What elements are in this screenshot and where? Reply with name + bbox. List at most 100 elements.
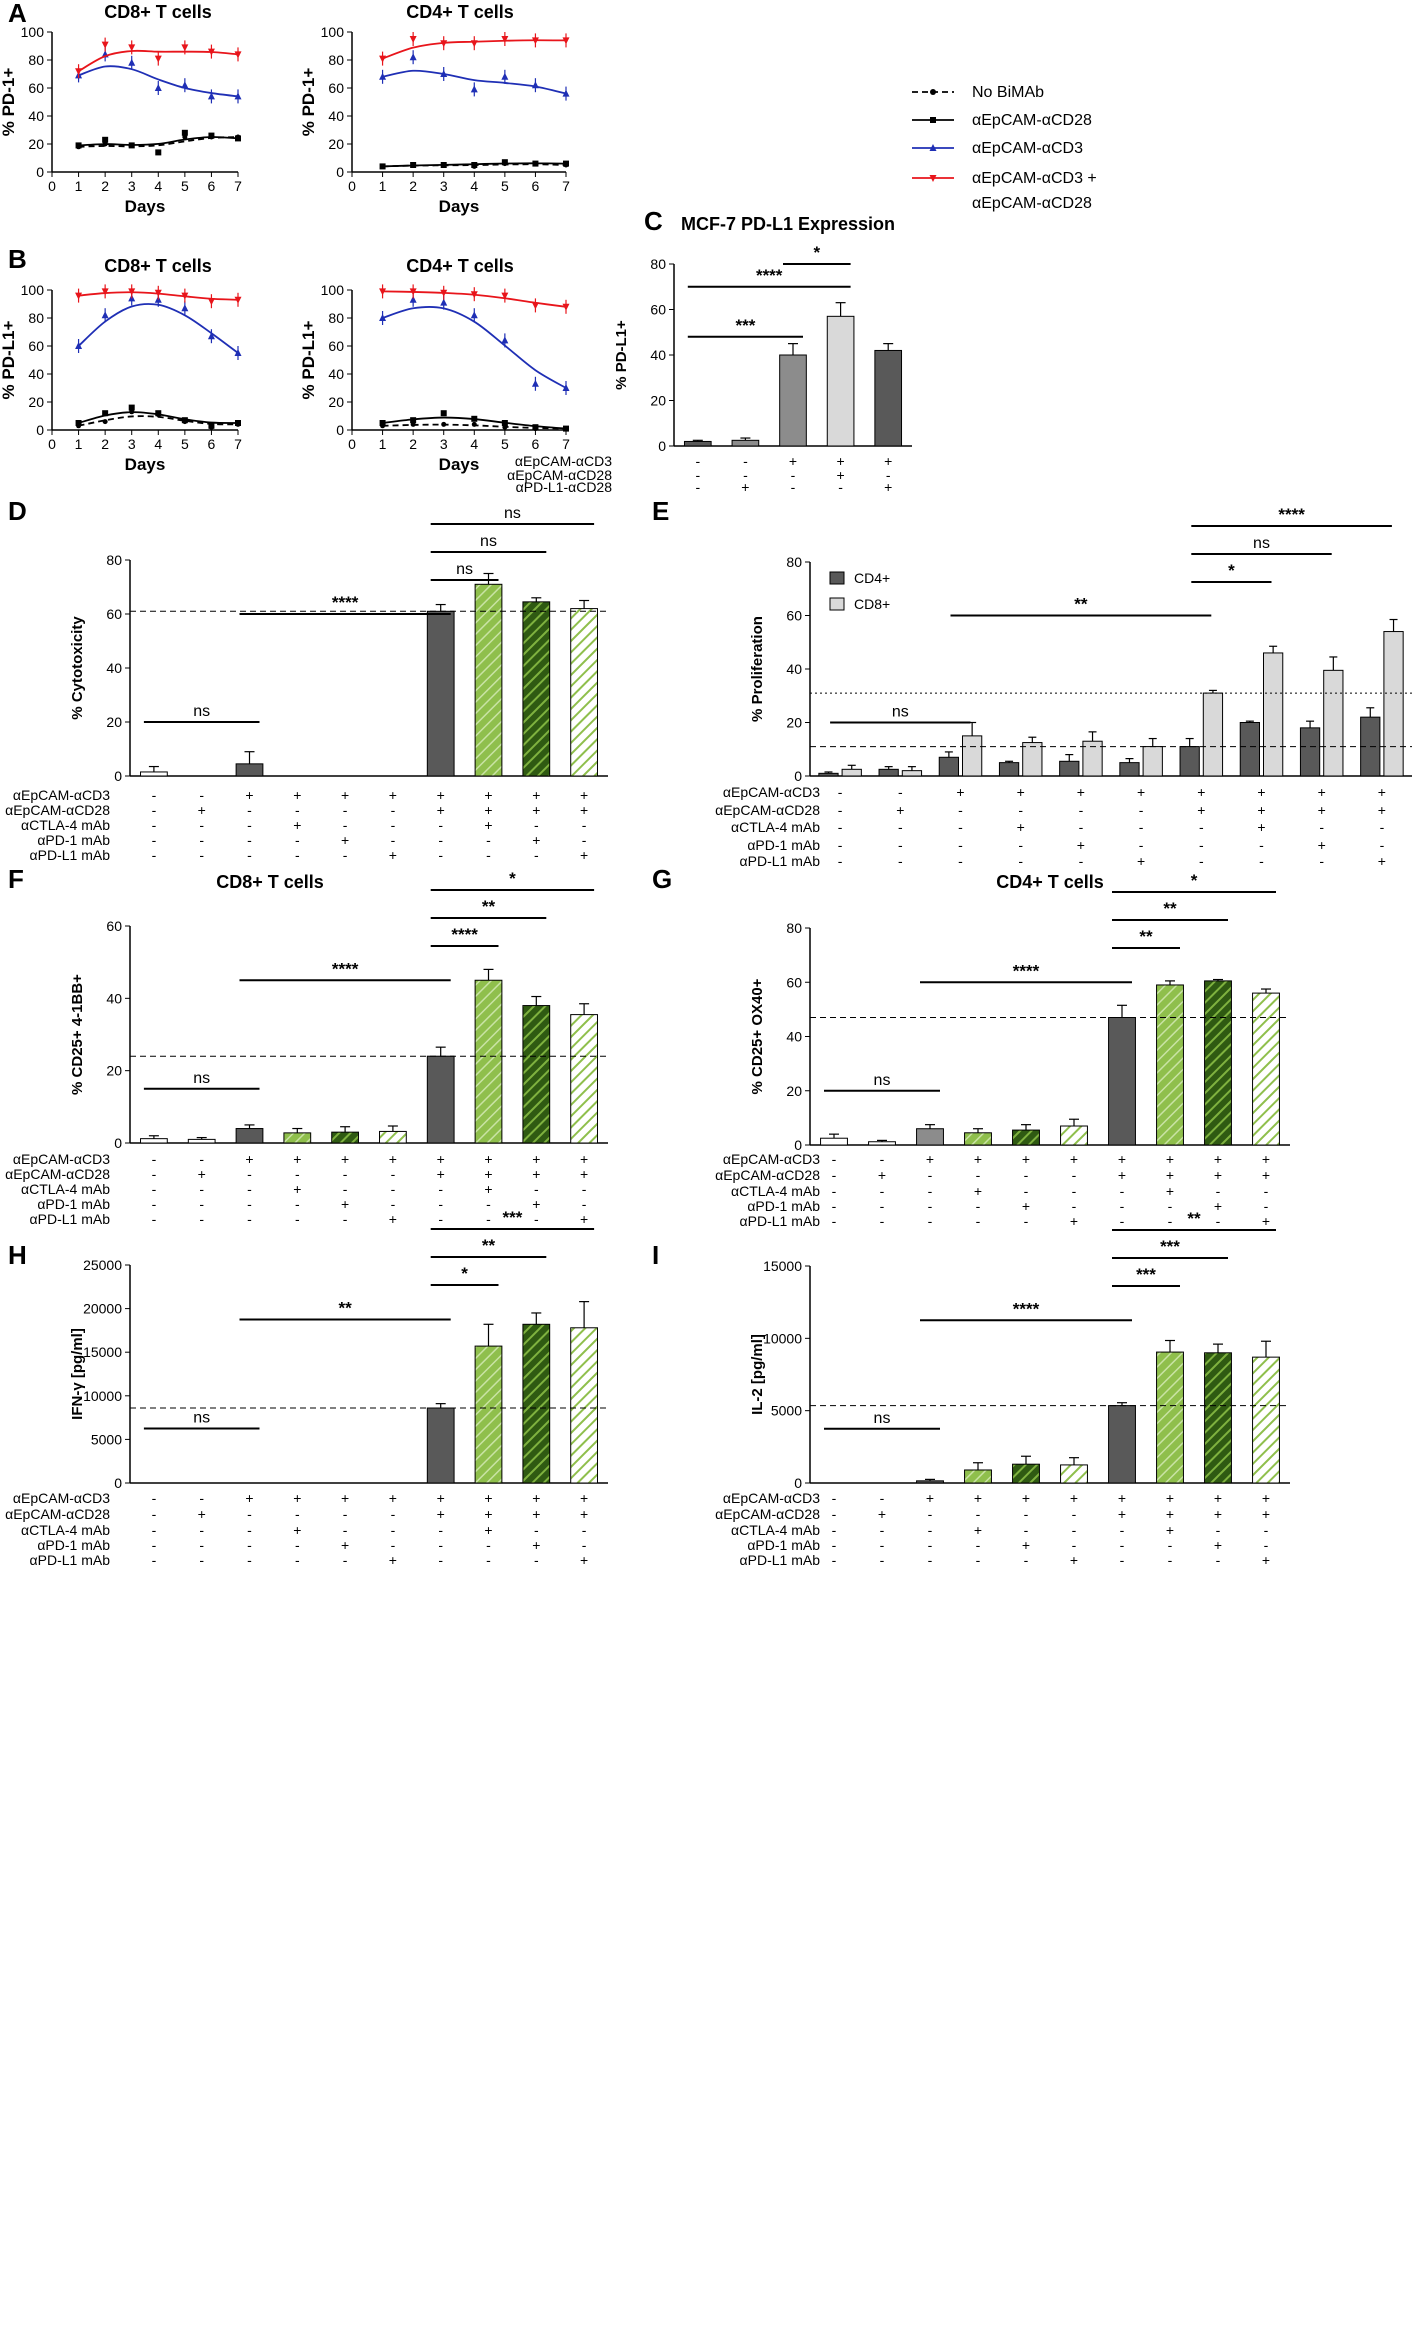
data-point [128, 288, 136, 296]
condition-sign: - [928, 1537, 933, 1553]
condition-sign: - [880, 1213, 885, 1229]
condition-sign: - [832, 1552, 837, 1568]
y-tick-label: 25000 [83, 1257, 122, 1273]
bar [683, 440, 712, 447]
condition-sign: - [1018, 853, 1023, 869]
condition-sign: - [247, 847, 252, 863]
condition-sign: - [295, 832, 300, 848]
condition-label: αEpCAM-αCD3 [723, 1490, 820, 1506]
data-point [154, 84, 162, 91]
condition-sign: - [928, 1552, 933, 1568]
condition-sign: - [1168, 1537, 1173, 1553]
condition-sign: + [1022, 1198, 1030, 1214]
condition-sign: + [341, 1537, 349, 1553]
condition-sign: - [152, 1211, 157, 1227]
x-tick-label: 1 [75, 178, 83, 194]
condition-sign: - [391, 1181, 396, 1197]
bar [1252, 992, 1280, 1146]
condition-sign: - [582, 1181, 587, 1197]
data-point [501, 72, 509, 80]
condition-sign: + [484, 1181, 492, 1197]
bar [235, 763, 264, 777]
condition-sign: - [391, 832, 396, 848]
condition-sign: - [958, 853, 963, 869]
x-tick-label: 6 [532, 436, 540, 452]
condition-sign: - [832, 1537, 837, 1553]
condition-label: αEpCAM-αCD3 [723, 1151, 820, 1167]
y-tick-label: 15000 [763, 1258, 802, 1274]
data-point [501, 336, 509, 344]
chart-title: CD8+ T cells [216, 872, 324, 892]
condition-sign: - [199, 1522, 204, 1538]
x-tick-label: 5 [501, 436, 509, 452]
significance-label: * [1228, 561, 1235, 580]
condition-sign: - [247, 1166, 252, 1182]
y-axis-label: % PD-L1+ [0, 320, 18, 399]
bar [998, 762, 1020, 777]
condition-sign: - [391, 817, 396, 833]
condition-sign: + [532, 1196, 540, 1212]
condition-label: αPD-1 mAb [747, 1198, 820, 1214]
condition-sign: + [1022, 1151, 1030, 1167]
condition-sign: - [295, 1552, 300, 1568]
condition-label: αPD-L1 mAb [30, 847, 111, 863]
y-tick-label: 0 [794, 1137, 802, 1153]
x-tick-label: 3 [128, 178, 136, 194]
x-tick-label: 4 [470, 436, 478, 452]
condition-sign: + [532, 1537, 540, 1553]
significance-label: ns [504, 505, 521, 522]
data-point [208, 422, 215, 429]
condition-sign: - [880, 1183, 885, 1199]
condition-label: αCTLA-4 mAb [731, 1522, 820, 1538]
condition-sign: - [391, 1196, 396, 1212]
condition-sign: - [1216, 1213, 1221, 1229]
significance-label: ** [1187, 1209, 1201, 1228]
condition-sign: - [1120, 1552, 1125, 1568]
condition-sign: - [486, 1552, 491, 1568]
bar [522, 601, 551, 777]
condition-sign: - [391, 1506, 396, 1522]
condition-sign: + [437, 1166, 445, 1182]
y-tick-label: 80 [328, 52, 344, 68]
bar [1060, 1125, 1088, 1146]
y-tick-label: 40 [28, 108, 44, 124]
condition-sign: - [928, 1198, 933, 1214]
condition-sign: - [1024, 1213, 1029, 1229]
condition-sign: - [886, 467, 891, 483]
condition-sign: + [1378, 802, 1386, 818]
data-point [101, 311, 109, 319]
condition-sign: + [1070, 1490, 1078, 1506]
condition-label: αPD-L1 mAb [740, 853, 821, 869]
condition-sign: - [832, 1490, 837, 1506]
condition-sign: + [389, 1211, 397, 1227]
condition-sign: + [293, 1181, 301, 1197]
condition-sign: - [958, 837, 963, 853]
condition-sign: - [199, 1196, 204, 1212]
x-tick-label: 1 [379, 178, 387, 194]
condition-label: αPD-L1 mAb [740, 1552, 821, 1568]
condition-sign: - [295, 1506, 300, 1522]
condition-sign: - [247, 817, 252, 833]
condition-sign: + [896, 802, 904, 818]
condition-sign: - [438, 817, 443, 833]
condition-sign: + [245, 1151, 253, 1167]
x-tick-label: 3 [128, 436, 136, 452]
data-point [531, 379, 539, 387]
condition-sign: + [1017, 819, 1025, 835]
condition-sign: - [838, 802, 843, 818]
condition-sign: - [343, 817, 348, 833]
data-point [531, 37, 539, 45]
x-axis-label: Days [125, 197, 166, 216]
condition-sign: + [341, 1490, 349, 1506]
bar [820, 1137, 848, 1146]
data-point [440, 70, 448, 77]
condition-sign: + [245, 787, 253, 803]
condition-label: αEpCAM-αCD28 [5, 1166, 110, 1182]
condition-sign: - [838, 819, 843, 835]
y-tick-label: 40 [786, 1029, 802, 1045]
line-chart-4: CD4+ T cells 0 1 2 3 4 5 6 7 0 20 40 60 80 100 Days % PD… [299, 256, 570, 474]
legend-label: αEpCAM-αCD28 [972, 195, 1092, 212]
condition-sign: - [486, 1537, 491, 1553]
condition-sign: - [582, 1522, 587, 1538]
